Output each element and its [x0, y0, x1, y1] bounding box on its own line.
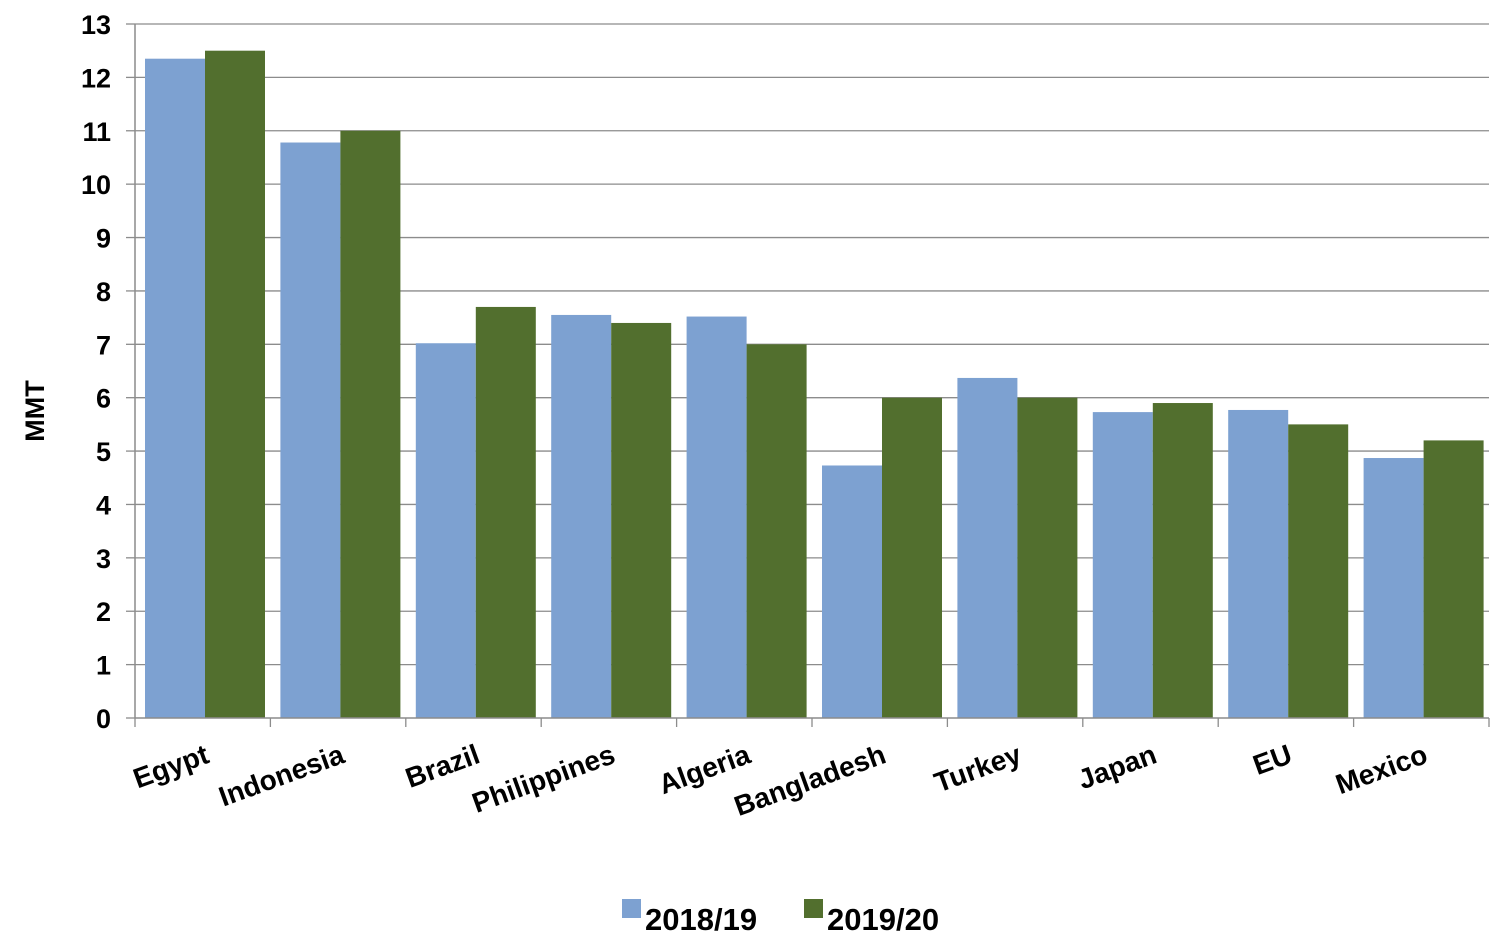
y-tick-label: 7: [96, 330, 111, 360]
bar-2018-19-philippines: [551, 314, 612, 718]
x-tick-label: Egypt: [129, 739, 213, 795]
bar-2019-20-indonesia: [340, 130, 401, 718]
x-tick-label: Japan: [1074, 739, 1161, 796]
bar-2018-19-egypt: [145, 58, 205, 718]
bar-2018-19-indonesia: [280, 142, 341, 718]
legend: 2018/19 2019/20: [622, 899, 939, 937]
y-axis-label: MMT: [20, 380, 50, 442]
y-tick-label: 2: [96, 597, 111, 627]
bar-2019-20-eu: [1288, 424, 1349, 718]
y-tick-label: 12: [81, 63, 111, 93]
x-tick-label: Bangladesh: [730, 739, 890, 822]
y-tick-label: 9: [96, 224, 111, 254]
y-tick-label: 4: [96, 490, 111, 520]
bar-2018-19-eu: [1228, 409, 1289, 718]
bar-2018-19-brazil: [415, 343, 476, 718]
x-tick-label: Philippines: [468, 739, 619, 819]
bar-2018-19-algeria: [686, 316, 747, 718]
y-tick-label: 11: [82, 117, 111, 147]
x-tick-label: EU: [1249, 739, 1296, 781]
bar-2019-20-philippines: [611, 322, 672, 718]
legend-label: 2018/19: [645, 902, 757, 937]
bar-2018-19-mexico: [1363, 458, 1424, 718]
bar-2019-20-mexico: [1423, 440, 1484, 718]
x-tick-label: Indonesia: [215, 738, 349, 812]
bar-2019-20-turkey: [1017, 397, 1078, 718]
y-tick-label: 3: [96, 544, 111, 574]
axes-group: [126, 23, 1490, 727]
y-tick-label: 1: [96, 651, 111, 681]
y-tick-label: 6: [96, 384, 111, 414]
legend-swatch: [622, 899, 641, 918]
bar-2019-20-algeria: [746, 344, 807, 718]
x-tick-label: Turkey: [930, 738, 1025, 798]
bar-2018-19-turkey: [957, 377, 1018, 718]
x-tick-label: Brazil: [401, 739, 483, 794]
bar-2019-20-egypt: [205, 50, 265, 718]
y-tick-label: 5: [96, 437, 111, 467]
legend-label: 2019/20: [827, 902, 939, 937]
y-tick-label: 10: [81, 170, 111, 200]
bar-2018-19-japan: [1092, 412, 1153, 718]
x-tick-label: Mexico: [1332, 739, 1432, 801]
legend-swatch: [804, 899, 823, 918]
bar-2019-20-brazil: [475, 306, 536, 718]
y-tick-label: 13: [81, 10, 111, 40]
bar-2018-19-bangladesh: [822, 465, 882, 718]
y-tick-label: 8: [96, 277, 111, 307]
bar-2019-20-japan: [1152, 403, 1213, 718]
bars-group: [145, 50, 1484, 718]
bar-2019-20-bangladesh: [882, 397, 942, 718]
y-tick-label: 0: [96, 704, 111, 734]
